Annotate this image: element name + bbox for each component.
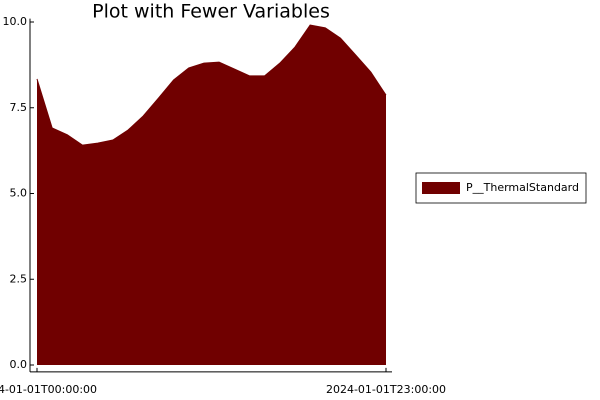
y-tick-label: 7.5 [10, 101, 28, 114]
legend-box [415, 172, 587, 204]
area-line [36, 24, 387, 146]
y-tick-label: 5.0 [10, 187, 28, 200]
x-tick-label: 2024-01-01T00:00:00 [0, 383, 97, 396]
y-tick-label: 10.0 [3, 15, 28, 28]
area-fill [37, 25, 386, 365]
legend-label: P__ThermalStandard [466, 181, 579, 194]
y-tick-label: 0.0 [10, 358, 28, 371]
y-tick-label: 2.5 [10, 272, 28, 285]
x-tick-label: 2024-01-01T23:00:00 [326, 383, 446, 396]
legend-swatch [422, 182, 460, 194]
chart-title: Plot with Fewer Variables [92, 1, 330, 23]
